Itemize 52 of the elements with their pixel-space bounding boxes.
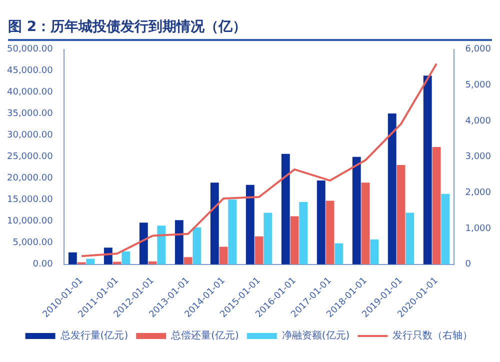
bar — [361, 182, 370, 264]
bar — [122, 251, 130, 264]
y2-tick-label: 3,000 — [465, 152, 492, 162]
bar — [396, 165, 406, 264]
y-tick-label: 10,000.00 — [6, 216, 54, 227]
y2-tick-label: 4,000 — [465, 116, 492, 126]
bar — [210, 182, 219, 264]
bar — [441, 194, 450, 264]
chart-title: 图 2：历年城投债发行到期情况（亿） — [8, 18, 492, 41]
bar — [352, 156, 361, 264]
bar — [423, 76, 432, 264]
bar — [228, 199, 237, 264]
bar — [157, 226, 166, 264]
y-tick-label: 20,000.00 — [6, 174, 54, 184]
y2-tick-label: 0 — [465, 260, 472, 270]
legend-label: 发行只数（右轴） — [392, 330, 473, 342]
bar — [139, 222, 148, 264]
bar — [281, 154, 290, 264]
bar — [388, 113, 396, 264]
bar — [370, 239, 379, 264]
bar — [326, 200, 334, 264]
bar — [192, 227, 202, 264]
bar — [68, 252, 77, 264]
y-tick-label: 40,000.00 — [6, 88, 54, 98]
y-tick-label: 5,000.00 — [12, 238, 54, 248]
bar — [264, 212, 272, 264]
bar — [316, 180, 326, 264]
bar — [334, 243, 344, 264]
y-tick-label: 50,000.00 — [6, 44, 54, 55]
bar — [406, 212, 414, 264]
y2-tick-label: 1,000 — [465, 224, 492, 234]
bar — [290, 216, 299, 264]
bar — [246, 184, 254, 264]
y-tick-label: 30,000.00 — [6, 130, 54, 141]
y-tick-label: 25,000.00 — [6, 152, 54, 162]
bar — [86, 258, 95, 264]
bar — [432, 147, 441, 264]
y2-tick-label: 5,000 — [465, 80, 492, 91]
bar — [174, 220, 184, 264]
y2-tick-label: 2,000 — [465, 188, 492, 198]
legend-label: 净融资额(亿元) — [282, 330, 350, 342]
y-tick-label: 0.00 — [32, 260, 54, 270]
bar — [254, 236, 264, 264]
bar — [219, 246, 228, 264]
bar — [299, 202, 308, 264]
legend-label: 总偿还量(亿元) — [170, 330, 239, 342]
legend-label: 总发行量(亿元) — [59, 330, 128, 342]
y-tick-label: 15,000.00 — [6, 195, 54, 206]
bar — [184, 257, 192, 264]
y-tick-label: 35,000.00 — [6, 109, 54, 120]
y2-tick-label: 6,000 — [465, 44, 492, 55]
y-tick-label: 45,000.00 — [6, 66, 54, 76]
